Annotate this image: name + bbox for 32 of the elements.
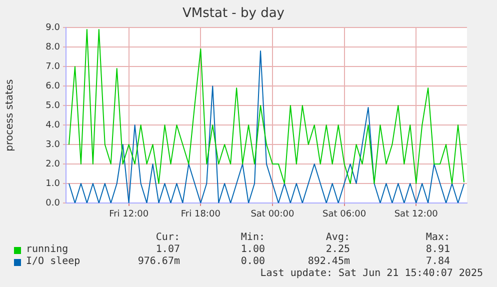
y-tick-label: 8.0 <box>46 42 60 52</box>
x-tick-label: Sat 00:00 <box>250 210 295 220</box>
legend-label: running <box>26 244 68 255</box>
y-tick-label: 5.0 <box>46 100 60 111</box>
legend-label: I/O sleep <box>26 256 80 267</box>
x-tick-label: Fri 12:00 <box>109 210 149 220</box>
text: Avg: <box>326 232 350 243</box>
chart-title: VMstat - by day <box>182 6 285 22</box>
y-tick-label: 4.0 <box>46 120 60 130</box>
text: 1.00 <box>240 244 265 255</box>
x-tick-label: Sat 06:00 <box>322 210 366 220</box>
y-tick-label: 1.0 <box>46 178 60 189</box>
text: 0.00 <box>240 256 265 267</box>
text: Cur: <box>156 232 180 243</box>
x-tick-label: Fri 18:00 <box>180 210 221 220</box>
y-tick-label: 6.0 <box>46 81 60 92</box>
text: 892.45m <box>308 256 350 267</box>
text: Last update: Sat Jun 21 15:40:07 2025 <box>260 268 483 279</box>
text: 2.25 <box>326 244 350 255</box>
x-tick-label: Sat 12:00 <box>394 210 438 220</box>
y-tick-label: 0.0 <box>46 198 60 208</box>
y-tick-label: 7.0 <box>46 62 60 72</box>
text: Min: <box>240 232 265 243</box>
text: 8.91 <box>426 244 450 255</box>
text: 7.84 <box>426 256 450 267</box>
y-tick-label: 2.0 <box>46 159 60 170</box>
text: Max: <box>426 232 450 243</box>
y-tick-label: 3.0 <box>46 140 60 150</box>
y-tick-label: 9.0 <box>46 22 60 33</box>
text: 1.07 <box>156 244 180 255</box>
y-axis-title: process states <box>4 79 16 152</box>
text: 976.67m <box>138 256 180 267</box>
